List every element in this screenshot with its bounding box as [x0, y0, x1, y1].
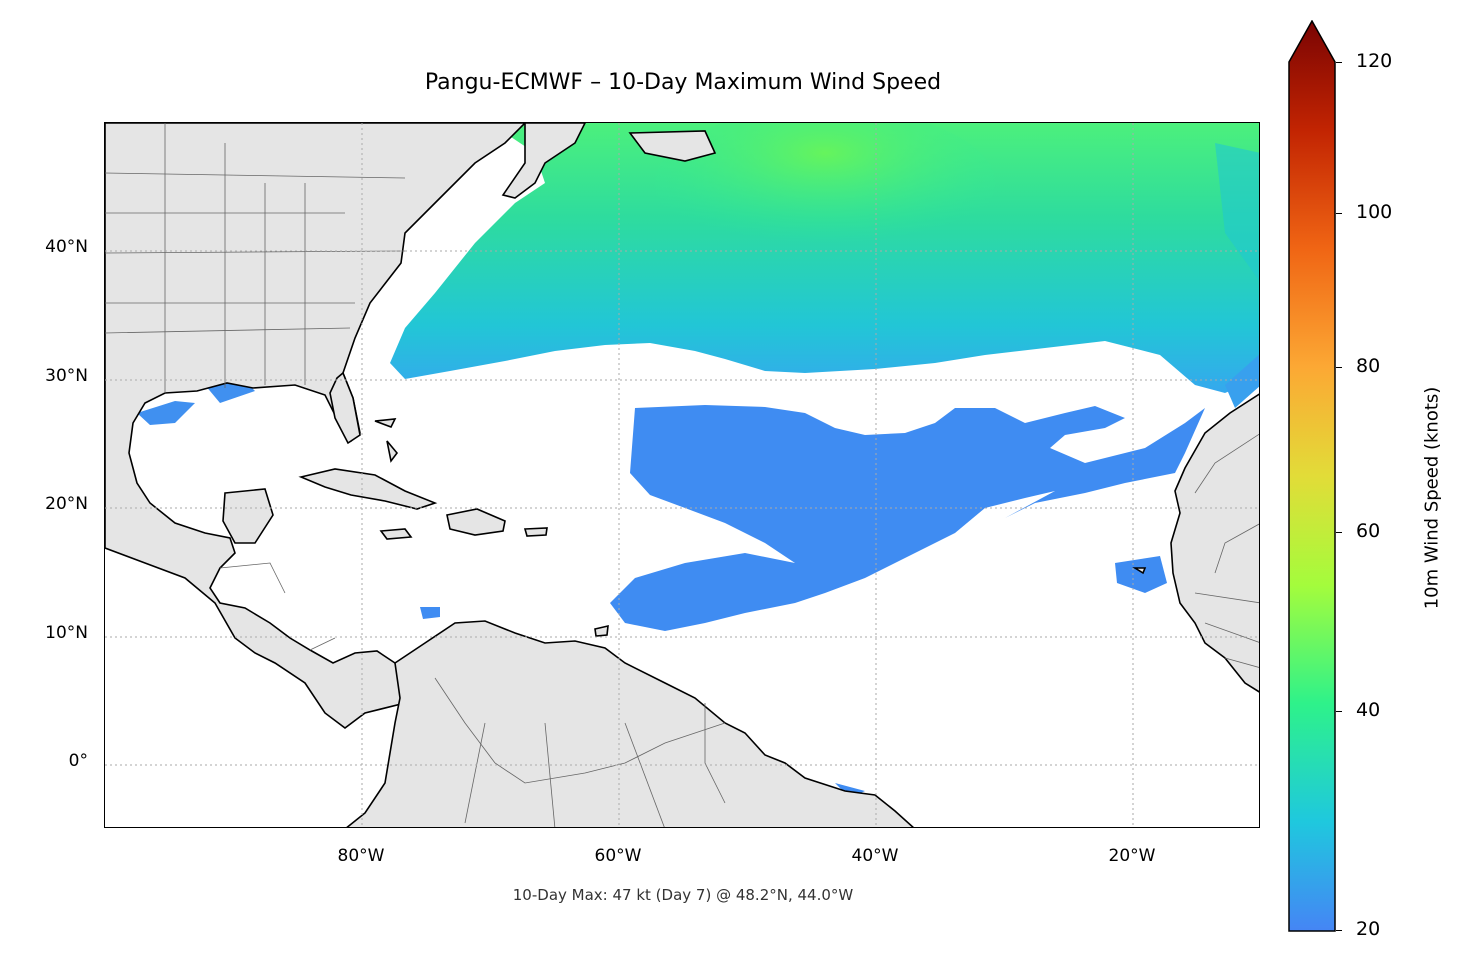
cb-label-100: 100: [1356, 201, 1393, 223]
lon-label-80w: 80°W: [337, 846, 385, 866]
cb-tick-20: [1336, 930, 1342, 931]
lon-label-40w: 40°W: [851, 846, 899, 866]
lon-label-20w: 20°W: [1108, 846, 1156, 866]
max-wind-footnote: 10-Day Max: 47 kt (Day 7) @ 48.2°N, 44.0…: [512, 886, 854, 904]
map-svg: [105, 123, 1259, 827]
lat-label-20n: 20°N: [45, 494, 88, 514]
map-panel: [104, 122, 1260, 828]
cb-label-80: 80: [1356, 355, 1381, 377]
cb-label-40: 40: [1356, 699, 1381, 721]
lat-label-40n: 40°N: [45, 237, 88, 257]
lon-label-60w: 60°W: [594, 846, 642, 866]
cb-tick-80: [1336, 367, 1342, 368]
cb-label-20: 20: [1356, 918, 1381, 940]
lat-label-10n: 10°N: [45, 623, 88, 643]
land: [105, 123, 1259, 827]
cb-tick-60: [1336, 532, 1342, 533]
cb-label-120: 120: [1356, 50, 1393, 72]
colorbar-gradient: [1288, 20, 1336, 932]
cb-tick-120: [1336, 62, 1342, 63]
colorbar-title: 10m Wind Speed (knots): [1421, 386, 1443, 610]
cb-tick-100: [1336, 213, 1342, 214]
cb-label-60: 60: [1356, 520, 1381, 542]
map-title: Pangu-ECMWF – 10-Day Maximum Wind Speed: [424, 70, 942, 95]
lat-label-0: 0°: [68, 751, 88, 771]
cb-tick-40: [1336, 711, 1342, 712]
wind-field-north: [390, 123, 1259, 408]
colorbar: [1288, 20, 1336, 932]
lat-label-30n: 30°N: [45, 366, 88, 386]
inland-borders: [105, 123, 1259, 827]
